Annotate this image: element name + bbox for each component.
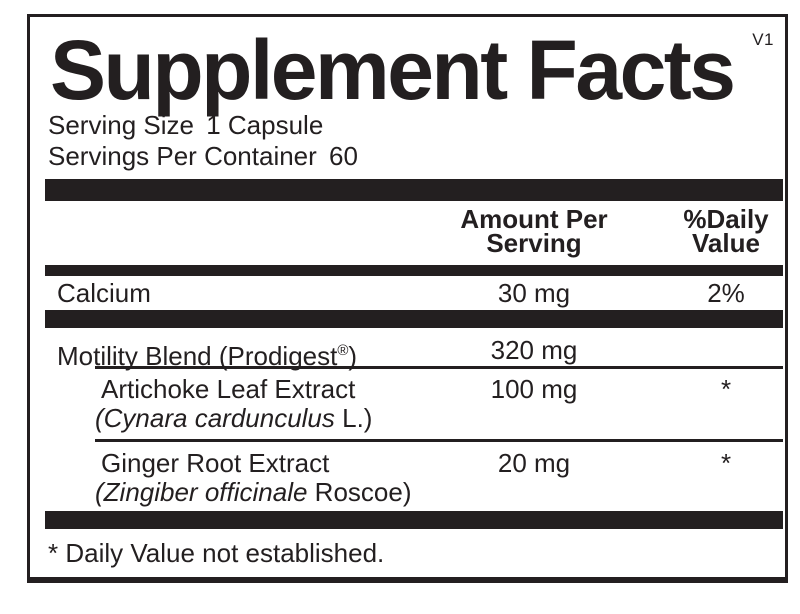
table-row-artichoke: Artichoke Leaf Extract (Cynara carduncul… [45, 369, 783, 439]
table-row-ginger: Ginger Root Extract (Zingiber officinale… [45, 442, 783, 511]
table-row-calcium: Calcium 30 mg 2% [45, 276, 783, 310]
ingredient-amount: 100 mg [490, 374, 578, 404]
panel-title: Supplement Facts [50, 23, 736, 117]
ingredient-amount: 30 mg [497, 278, 571, 308]
ingredient-name: Calcium [57, 278, 151, 308]
table-header-row: Amount Per Serving %Daily Value [45, 201, 783, 265]
ingredient-amount: 20 mg [497, 448, 571, 478]
daily-value-header-line2: Value [692, 228, 760, 258]
panel-content: Supplement Facts Serving Size 1 Capsule … [45, 23, 783, 568]
sub-ingredient-divider [95, 439, 783, 442]
servings-per-container-value: 60 [329, 141, 358, 171]
registered-trademark-symbol: ® [337, 342, 349, 359]
ingredient-daily-value: 2% [707, 278, 745, 308]
ingredient-name: Artichoke Leaf Extract [101, 374, 356, 404]
amount-header-line1: Amount Per [460, 204, 608, 234]
header-divider-bar [45, 265, 783, 276]
serving-size-label: Serving Size [48, 110, 194, 140]
ingredient-name: Motility Blend (Prodigest®) [57, 341, 358, 371]
section-divider-bar [45, 310, 783, 328]
thick-divider-top [45, 179, 783, 201]
daily-value-header-line1: %Daily [683, 204, 769, 234]
ingredient-amount: 320 mg [490, 335, 578, 365]
table-row-motility-blend: Motility Blend (Prodigest®) 320 mg [45, 328, 783, 371]
ingredient-daily-value: * [720, 448, 732, 478]
ingredient-latin-name: (Zingiber officinale Roscoe) [95, 477, 412, 507]
servings-per-container-label: Servings Per Container [48, 141, 317, 171]
daily-value-header: %Daily Value [683, 204, 769, 258]
serving-size-value: 1 Capsule [206, 110, 324, 140]
sub-ingredient-divider [95, 366, 783, 369]
supplement-facts-panel: V1 Supplement Facts Serving Size 1 Capsu… [27, 14, 788, 583]
ingredient-daily-value: * [720, 374, 732, 404]
serving-size-line: Serving Size 1 Capsule [45, 110, 783, 141]
amount-header-line2: Serving [486, 228, 582, 258]
version-label: V1 [752, 30, 774, 49]
ingredient-latin-name: (Cynara cardunculus L.) [95, 403, 373, 433]
amount-per-serving-header: Amount Per Serving [460, 204, 608, 258]
daily-value-footnote: * Daily Value not established. [48, 538, 385, 568]
ingredient-name: Ginger Root Extract [101, 448, 330, 478]
thick-divider-bottom [45, 511, 783, 529]
servings-per-container-line: Servings Per Container 60 [45, 141, 783, 172]
